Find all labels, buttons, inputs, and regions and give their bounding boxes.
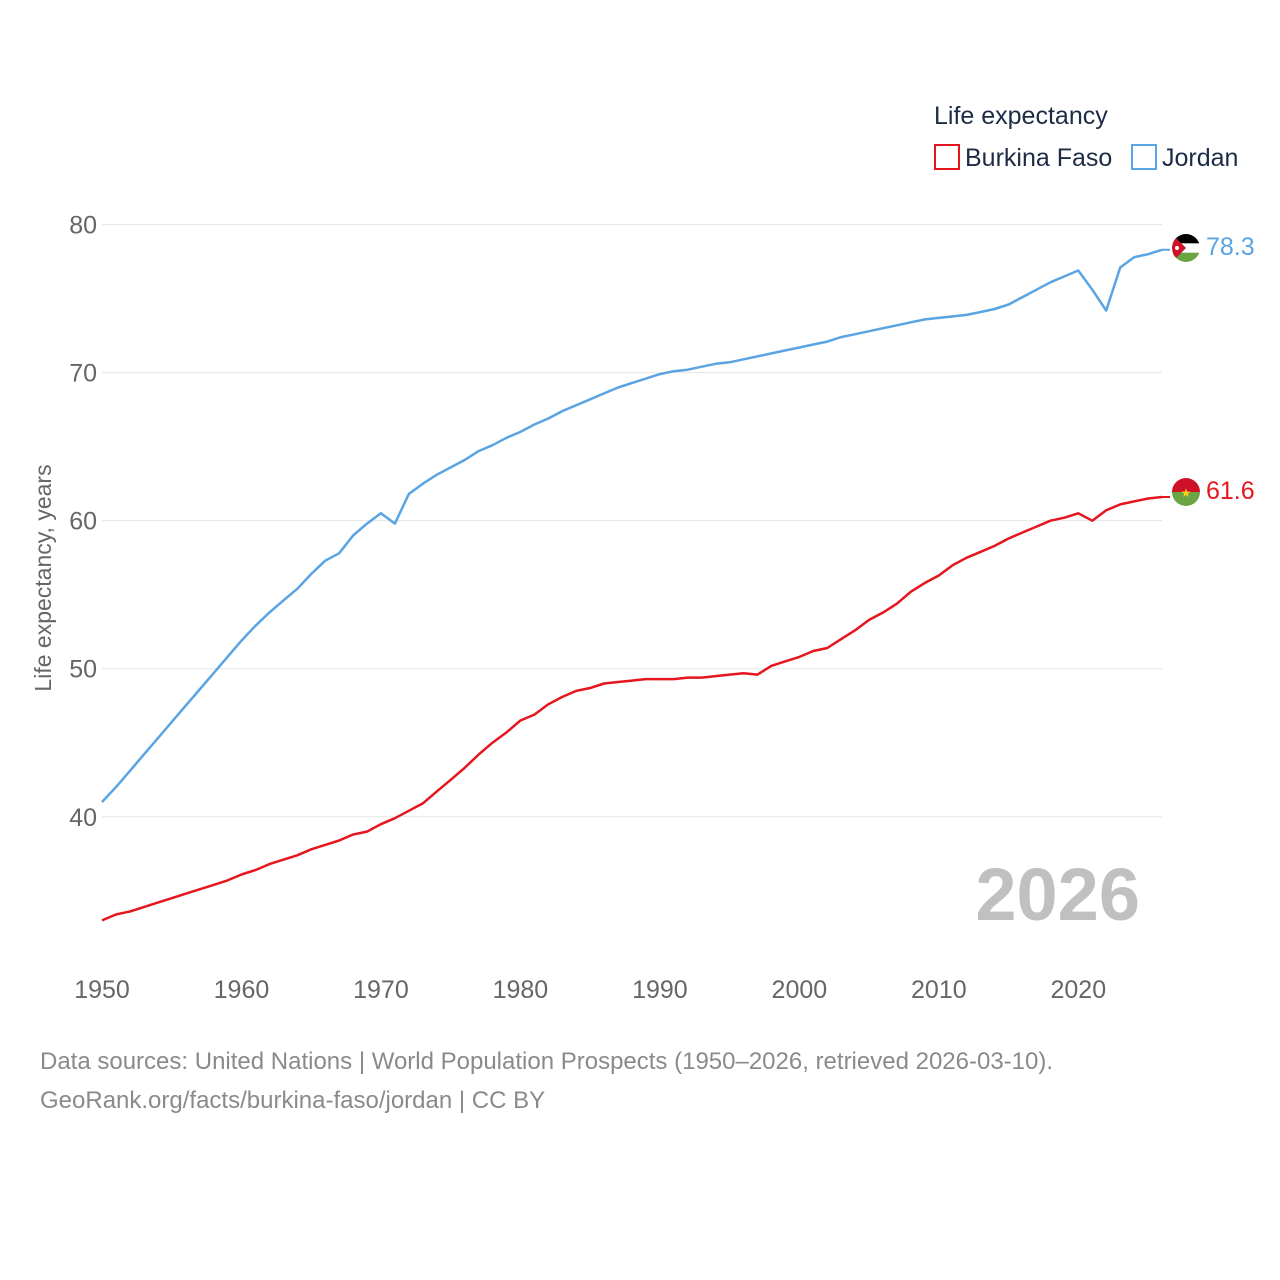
y-axis-label: Life expectancy, years: [30, 464, 56, 691]
end-value-jordan: 78.3: [1206, 233, 1255, 261]
x-tick-label: 2010: [911, 976, 967, 1004]
x-axis-ticks: 1950 1960 1970 1980 1990 2000 2010 2020: [74, 976, 1106, 1004]
legend-label-burkina-faso[interactable]: Burkina Faso: [965, 144, 1112, 172]
x-tick-label: 1950: [74, 976, 130, 1004]
y-tick-label: 70: [69, 360, 97, 388]
y-tick-label: 60: [69, 508, 97, 536]
jordan-flag-icon: [1172, 234, 1200, 262]
x-tick-label: 2000: [772, 976, 828, 1004]
legend-title: Life expectancy: [934, 102, 1108, 130]
y-axis-ticks: 40 50 60 70 80: [69, 212, 97, 832]
series-line-jordan[interactable]: [101, 248, 1163, 803]
burkina-faso-flag-icon: ★: [1172, 478, 1200, 506]
x-tick-label: 1990: [632, 976, 688, 1004]
legend-label-jordan[interactable]: Jordan: [1162, 144, 1238, 172]
x-tick-label: 1960: [214, 976, 270, 1004]
x-tick-label: 1970: [353, 976, 409, 1004]
x-tick-label: 1980: [493, 976, 549, 1004]
svg-text:★: ★: [1181, 486, 1192, 500]
y-tick-label: 40: [69, 804, 97, 832]
y-tick-label: 50: [69, 656, 97, 684]
year-label: 2026: [975, 853, 1140, 936]
source-line-1: Data sources: United Nations | World Pop…: [40, 1048, 1053, 1075]
source-line-2: GeoRank.org/facts/burkina-faso/jordan | …: [40, 1087, 545, 1114]
series-line-burkina-faso[interactable]: [101, 495, 1163, 922]
series-group: [101, 248, 1170, 922]
legend-swatch-burkina-faso[interactable]: [934, 144, 960, 170]
gridlines: [102, 224, 1162, 818]
end-value-burkina-faso: 61.6: [1206, 477, 1255, 505]
y-tick-label: 80: [69, 212, 97, 240]
x-tick-label: 2020: [1051, 976, 1107, 1004]
legend-swatch-jordan[interactable]: [1131, 144, 1157, 170]
